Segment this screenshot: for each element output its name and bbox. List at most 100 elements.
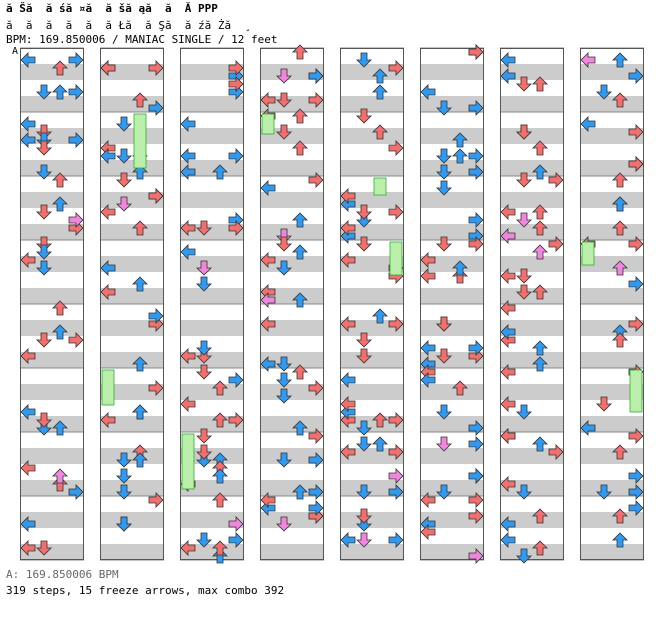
arrow-right — [308, 484, 324, 500]
arrow-up — [52, 476, 68, 492]
beat-stripe — [20, 128, 84, 144]
beat-stripe — [260, 176, 324, 192]
beat-stripe — [20, 464, 84, 480]
arrow-right — [228, 412, 244, 428]
freeze-arrow — [181, 433, 195, 490]
beat-stripe — [500, 464, 564, 480]
arrow-left — [180, 244, 196, 260]
arrow-up — [372, 124, 388, 140]
beat-stripe — [20, 48, 84, 64]
beat-stripe — [420, 496, 484, 512]
arrow-up — [292, 140, 308, 156]
arrow-left — [580, 116, 596, 132]
arrow-left — [20, 116, 36, 132]
arrow-right — [388, 444, 404, 460]
arrow-left — [100, 60, 116, 76]
beat-stripe — [180, 96, 244, 112]
beat-stripe — [100, 128, 164, 144]
beat-stripe — [180, 304, 244, 320]
beat-stripe — [420, 176, 484, 192]
chart-column — [420, 44, 484, 564]
beat-stripe — [180, 336, 244, 352]
beat-stripe — [500, 96, 564, 112]
beat-stripe — [420, 320, 484, 336]
arrow-right — [68, 52, 84, 68]
arrow-up — [532, 356, 548, 372]
arrow-right — [548, 444, 564, 460]
beat-stripe — [260, 304, 324, 320]
beat-stripe — [500, 240, 564, 256]
column-border — [260, 48, 324, 560]
beat-stripe — [340, 432, 404, 448]
beat-stripe — [260, 112, 324, 128]
arrow-right — [628, 468, 644, 484]
arrow-right — [468, 548, 484, 564]
beat-stripe — [340, 304, 404, 320]
beat-stripe — [260, 144, 324, 160]
arrow-left — [420, 252, 436, 268]
beat-stripe — [180, 480, 244, 496]
arrow-left — [340, 220, 356, 236]
arrow-up — [612, 444, 628, 460]
arrow-down — [116, 196, 132, 212]
beat-stripe — [580, 128, 644, 144]
arrow-left — [500, 228, 516, 244]
beat-stripe — [420, 96, 484, 112]
bpm-line: A: 169.850006 BPM — [6, 568, 119, 581]
beat-stripe — [260, 496, 324, 512]
arrow-up — [532, 508, 548, 524]
arrow-down — [436, 148, 452, 164]
arrow-left — [340, 396, 356, 412]
arrow-up — [292, 44, 308, 60]
beat-stripe — [20, 400, 84, 416]
beat-stripe — [420, 448, 484, 464]
beat-stripe — [20, 256, 84, 272]
arrow-right — [308, 68, 324, 84]
beat-stripe — [580, 224, 644, 240]
arrow-down — [196, 444, 212, 460]
beat-stripe — [260, 288, 324, 304]
arrow-up — [532, 140, 548, 156]
freeze-arrow — [261, 113, 275, 135]
song-subtitle: ă ă ă ă ă ă Łă ă Şă ă źă Żă ¸ — [6, 19, 252, 32]
beat-stripe — [260, 416, 324, 432]
arrow-right — [228, 148, 244, 164]
arrow-right — [468, 508, 484, 524]
arrow-down — [596, 484, 612, 500]
arrow-up — [532, 540, 548, 556]
arrow-down — [596, 396, 612, 412]
arrow-down — [196, 532, 212, 548]
beat-stripe — [420, 352, 484, 368]
beat-stripe — [20, 304, 84, 320]
arrow-up — [212, 492, 228, 508]
arrow-down — [356, 332, 372, 348]
arrow-down — [356, 52, 372, 68]
arrow-left — [180, 164, 196, 180]
beat-stripe — [340, 144, 404, 160]
beat-stripe — [580, 512, 644, 528]
arrow-left — [340, 532, 356, 548]
beat-stripe — [580, 336, 644, 352]
beat-stripe — [100, 160, 164, 176]
arrow-left — [100, 148, 116, 164]
beat-stripe — [420, 144, 484, 160]
arrow-down — [116, 148, 132, 164]
beat-stripe — [20, 240, 84, 256]
beat-stripe — [180, 416, 244, 432]
arrow-right — [68, 212, 84, 228]
arrow-right — [628, 428, 644, 444]
beat-stripe — [180, 128, 244, 144]
beat-stripe — [340, 64, 404, 80]
arrow-left — [260, 356, 276, 372]
arrow-right — [388, 316, 404, 332]
beat-stripe — [500, 400, 564, 416]
beat-stripe — [580, 96, 644, 112]
beat-stripe — [20, 144, 84, 160]
column-border — [420, 48, 484, 560]
beat-stripe — [580, 112, 644, 128]
arrow-up — [212, 380, 228, 396]
beat-stripe — [180, 80, 244, 96]
beat-stripe — [20, 336, 84, 352]
beat-stripe — [580, 368, 644, 384]
beat-stripe — [100, 176, 164, 192]
